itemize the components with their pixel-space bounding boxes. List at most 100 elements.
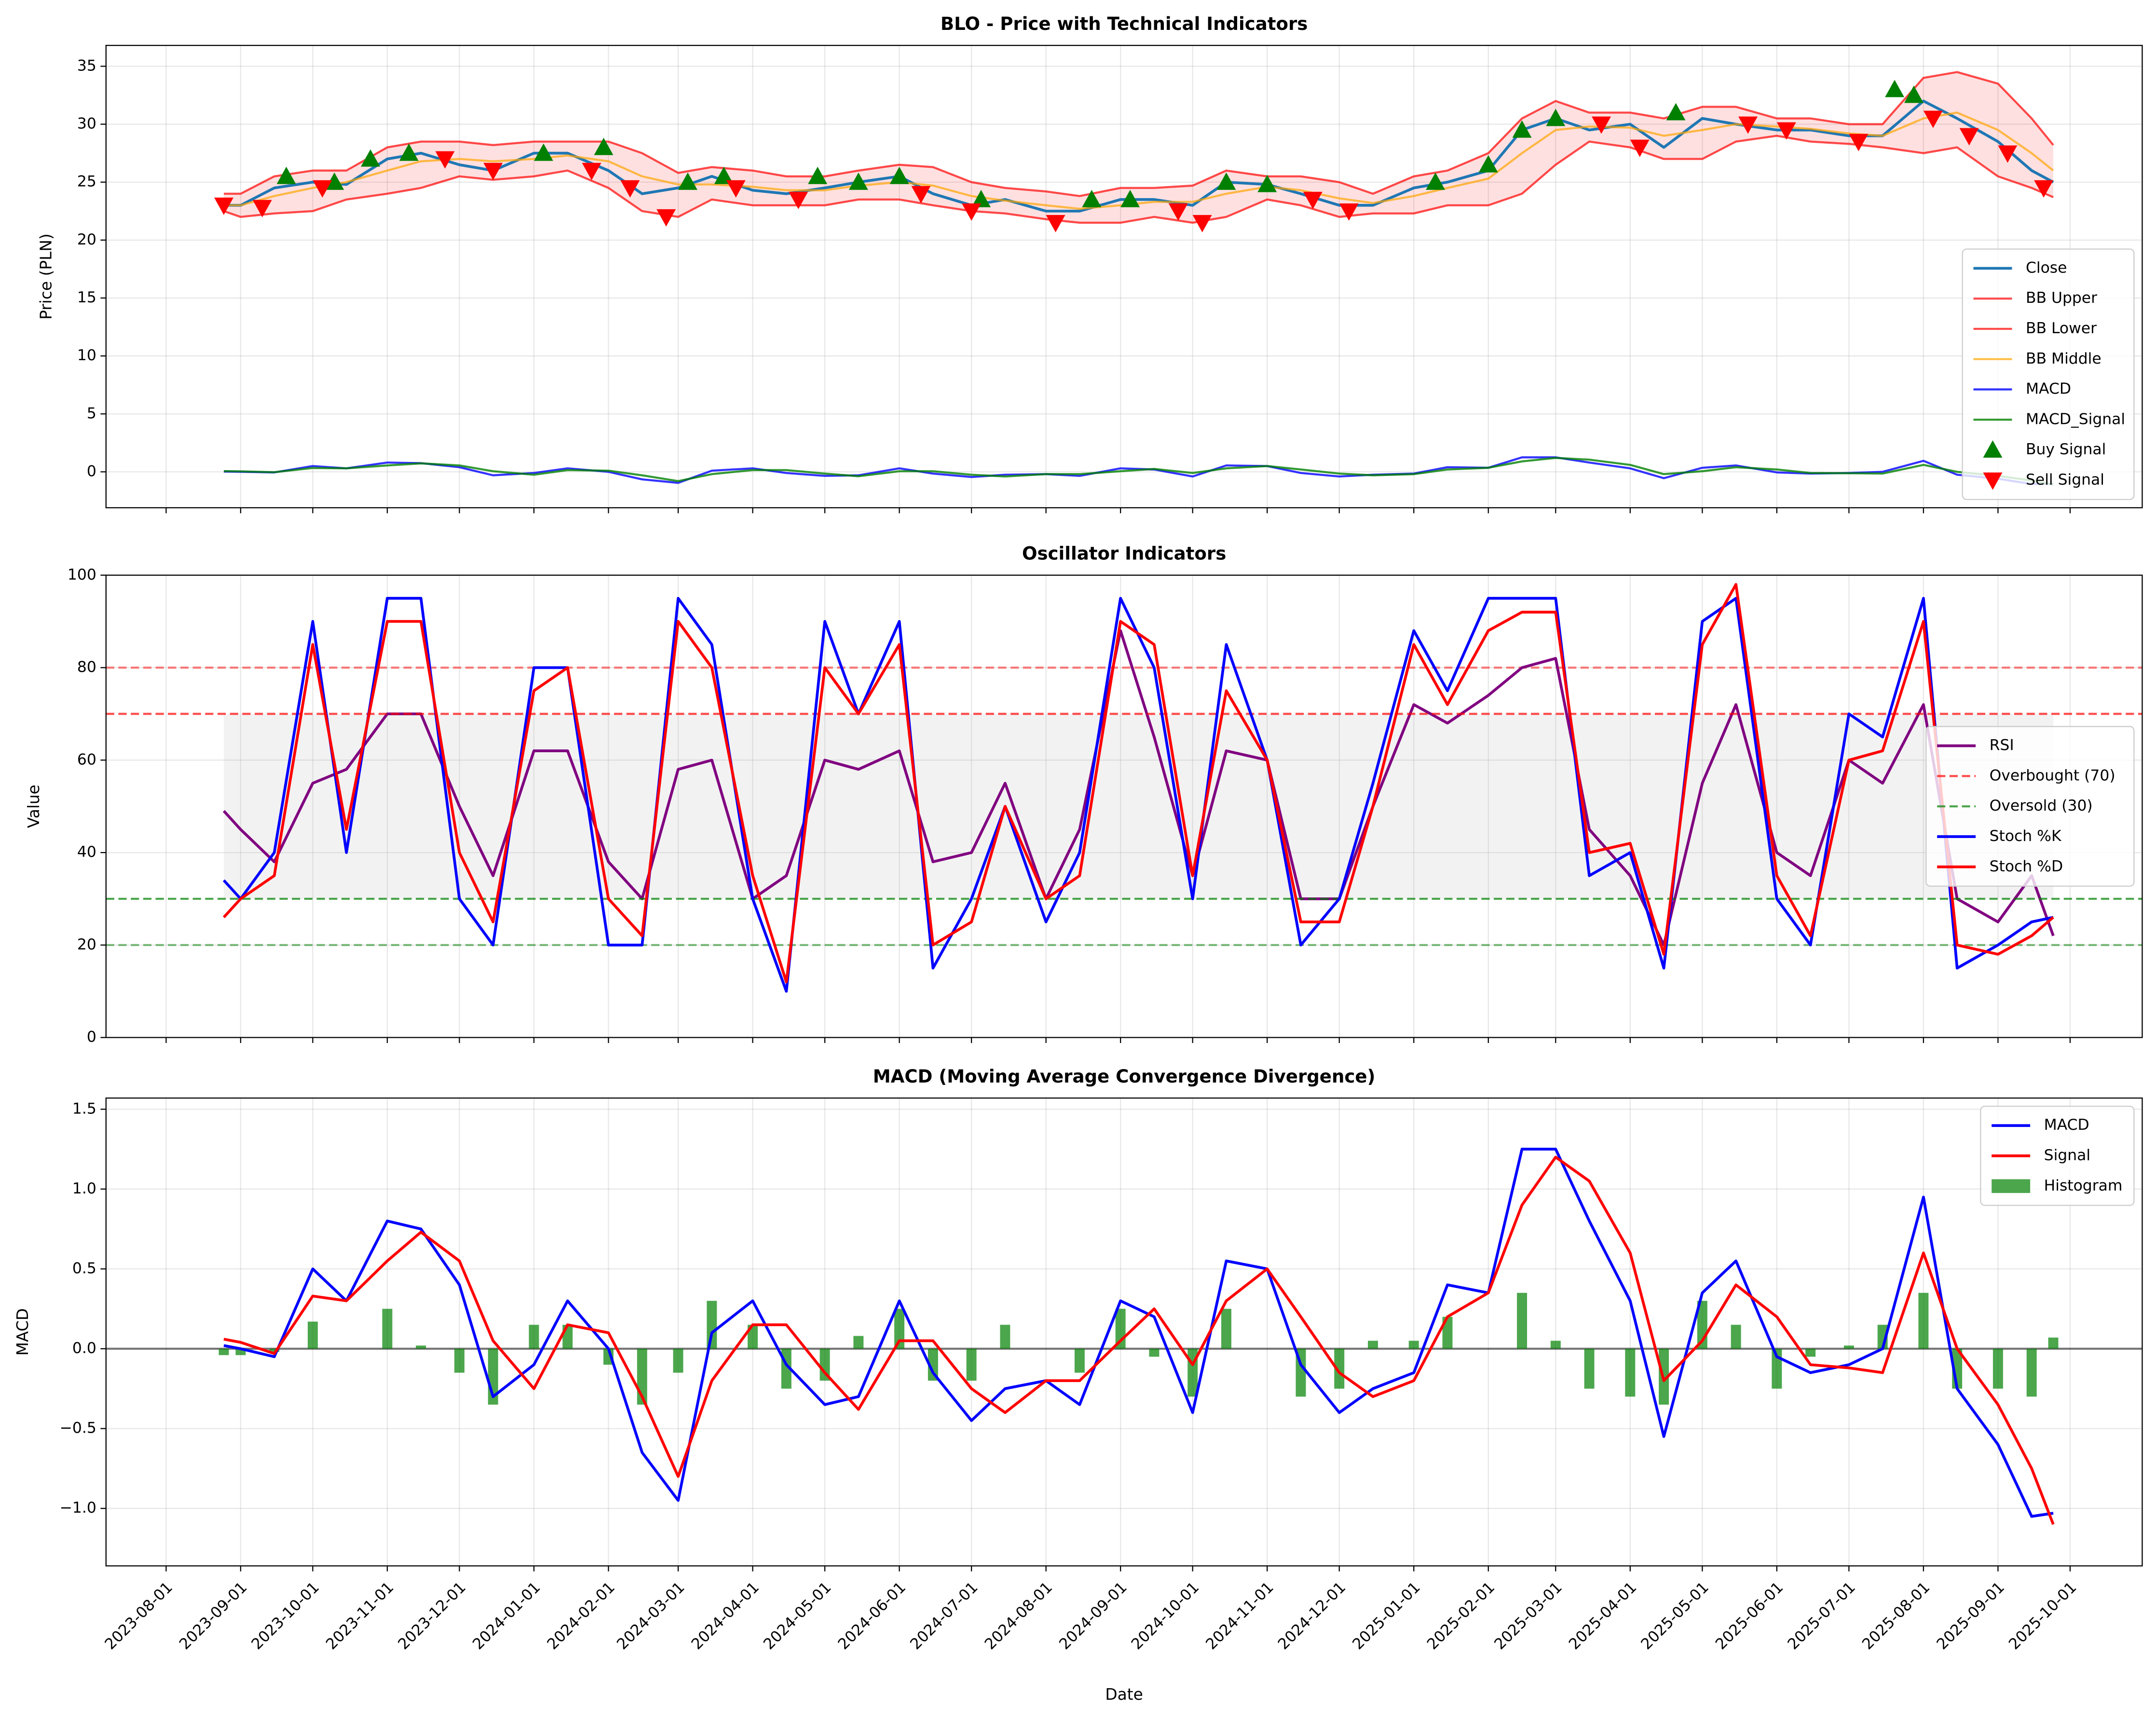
signal-marker [1776, 122, 1796, 140]
signal-marker [1082, 190, 1102, 207]
y-tick-label: 1.0 [72, 1180, 96, 1197]
histogram-bar [562, 1325, 573, 1349]
histogram-bar [1442, 1316, 1453, 1349]
legend-label: MACD [2026, 380, 2071, 398]
signal-marker [620, 180, 640, 198]
y-tick-label: 20 [77, 231, 96, 248]
y-tick-label: 80 [77, 659, 96, 676]
histogram-bar [1149, 1349, 1160, 1357]
legend-label: Oversold (30) [1990, 797, 2093, 814]
signal-marker [1592, 116, 1611, 134]
histogram-bar [1625, 1349, 1636, 1397]
histogram-bar [1992, 1349, 2003, 1389]
histogram-bar [2026, 1349, 2037, 1397]
signal-marker [325, 172, 344, 190]
y-tick-label: 10 [77, 347, 96, 364]
legend-label: BB Upper [2026, 289, 2097, 307]
series-line [223, 1148, 2054, 1518]
signal-marker [1849, 134, 1869, 151]
histogram-bar [269, 1349, 280, 1352]
histogram-bar [1843, 1345, 1854, 1349]
y-tick-label: 25 [77, 173, 96, 190]
y-tick-label: 0.0 [72, 1340, 96, 1357]
signal-marker [1478, 155, 1498, 173]
signal-marker [808, 166, 828, 184]
histogram-bar [966, 1349, 977, 1381]
signal-marker [1630, 139, 1650, 157]
signal-marker [2034, 180, 2054, 198]
y-tick-label: 40 [77, 843, 96, 861]
signal-marker [1904, 85, 1924, 103]
legend-box [1925, 726, 2135, 887]
signal-marker [1339, 203, 1359, 221]
signal-marker [1959, 128, 1979, 146]
y-tick-label: 100 [68, 566, 96, 583]
series-line [223, 1155, 2055, 1525]
y-tick-label: 0 [87, 1029, 96, 1046]
y-tick-label: 5 [87, 405, 96, 422]
y-axis-label: MACD [14, 1308, 32, 1355]
signal-marker [1192, 215, 1212, 232]
axes-frame [105, 574, 2143, 1038]
series-line [223, 135, 2054, 224]
signal-marker [1998, 145, 2018, 163]
signal-marker [1216, 172, 1236, 190]
legend-label: Histogram [2044, 1177, 2123, 1194]
y-axis-label: Value [25, 785, 43, 828]
histogram-bar [748, 1325, 758, 1349]
histogram-bar [673, 1349, 683, 1373]
histogram-bar [1368, 1341, 1378, 1349]
legend-label: Close [2026, 259, 2067, 276]
series-line [224, 71, 2054, 197]
signal-marker [962, 203, 982, 221]
legend-label: BB Lower [2026, 320, 2097, 337]
x-axis-label: Date [1105, 1685, 1143, 1704]
legend-handle [1983, 472, 2003, 490]
panel-title: MACD (Moving Average Convergence Diverge… [873, 1066, 1376, 1087]
shaded-band [224, 714, 2054, 899]
plot-area [106, 45, 2142, 508]
legend-handle [1992, 1179, 2031, 1193]
y-axis-label: Price (PLN) [37, 233, 55, 320]
signal-marker [252, 200, 272, 217]
histogram-bar [218, 1349, 229, 1355]
signal-marker [276, 166, 296, 184]
y-tick-label: 0 [87, 462, 96, 480]
signal-marker [911, 186, 931, 203]
y-tick-label: −0.5 [60, 1420, 96, 1437]
y-tick-label: 35 [77, 57, 96, 74]
signal-marker [594, 137, 614, 155]
histogram-bar [307, 1321, 318, 1349]
histogram-bar [1074, 1349, 1085, 1373]
signal-marker [889, 166, 909, 184]
y-tick-label: −1.0 [60, 1499, 96, 1517]
histogram-bar [1517, 1293, 1527, 1349]
signal-marker [399, 143, 419, 161]
legend-label: MACD [2044, 1116, 2089, 1134]
legend-label: Signal [2044, 1147, 2090, 1164]
signal-marker [1738, 116, 1758, 134]
legend: Close BB Upper BB Lower BB Middle MACD MACD_S… [1962, 248, 2135, 500]
signal-marker [1426, 172, 1446, 190]
histogram-bar [1918, 1293, 1929, 1349]
signal-marker [1046, 215, 1065, 232]
y-tick-label: 15 [77, 289, 96, 306]
signal-marker [714, 166, 734, 184]
histogram-bar [1000, 1325, 1010, 1349]
axes-frame [105, 1097, 2143, 1567]
series-line [224, 99, 2054, 213]
legend-label: MACD_Signal [2026, 410, 2125, 428]
signal-marker [1885, 80, 1905, 97]
signal-marker [726, 180, 746, 198]
signal-marker [1512, 120, 1532, 138]
histogram-bar [529, 1325, 539, 1349]
histogram-bar [1221, 1309, 1231, 1349]
y-tick-label: 30 [77, 115, 96, 133]
signal-marker [789, 191, 808, 209]
y-tick-label: 20 [77, 936, 96, 953]
legend-label: Overbought (70) [1990, 767, 2115, 784]
histogram-bar [1550, 1341, 1561, 1349]
legend: RSI Overbought (70) Oversold (30) Stoch %K S… [1925, 726, 2135, 887]
